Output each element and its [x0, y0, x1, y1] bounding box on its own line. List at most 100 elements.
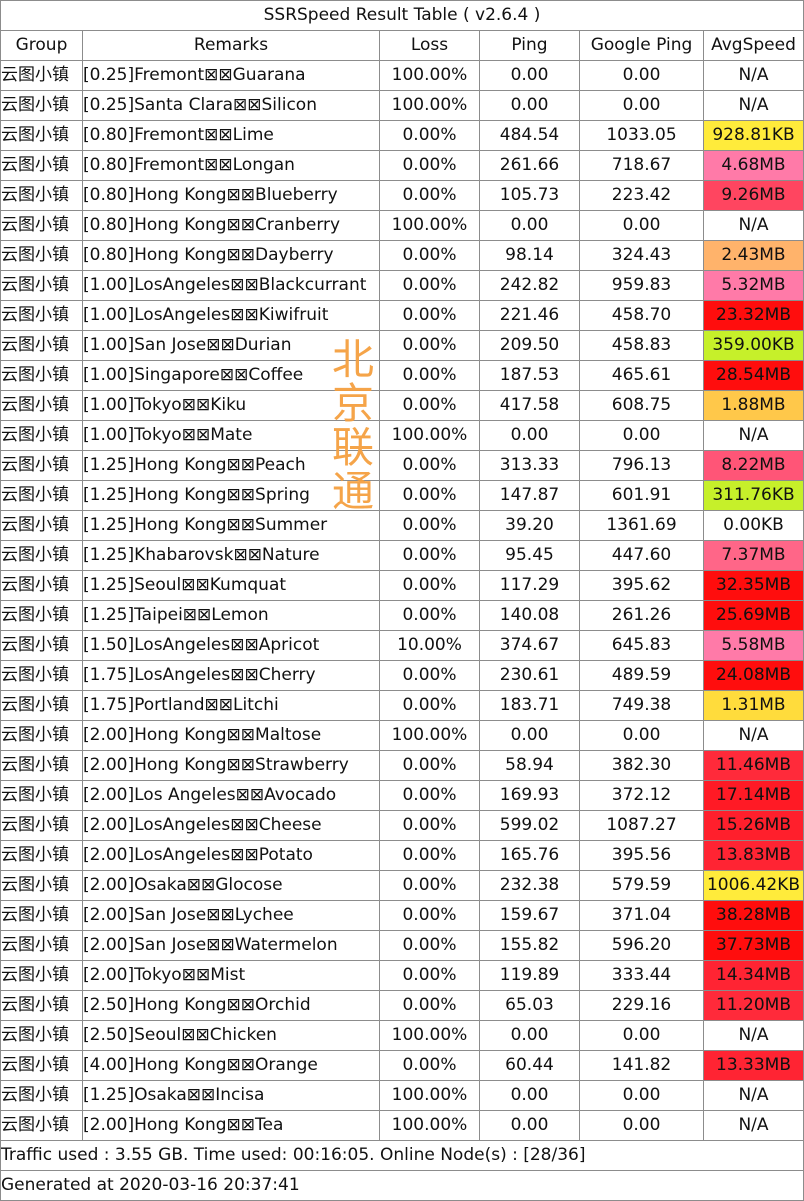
cell-avg-speed: 17.14MB	[703, 780, 804, 811]
cell-ping: 0.00	[479, 1020, 580, 1051]
cell-avg-speed: N/A	[703, 720, 804, 751]
cell-avg-speed: N/A	[703, 1110, 804, 1141]
cell-group: 云图小镇	[0, 420, 83, 451]
cell-google-ping: 261.26	[579, 600, 704, 631]
cell-avg-speed: 14.34MB	[703, 960, 804, 991]
generated-timestamp: Generated at 2020-03-16 20:37:41	[0, 1170, 804, 1201]
cell-loss: 100.00%	[379, 420, 480, 451]
cell-remarks: [1.25]Osaka⊠⊠Incisa	[82, 1080, 380, 1111]
table-row: 云图小镇 [2.00]Tokyo⊠⊠Mist 0.00% 119.89 333.44 14…	[0, 960, 804, 991]
cell-group: 云图小镇	[0, 210, 83, 241]
table-row: 云图小镇 [2.50]Hong Kong⊠⊠Orchid 0.00% 65.03 229…	[0, 990, 804, 1021]
table-row: 云图小镇 [1.00]San Jose⊠⊠Durian 0.00% 209.50 458…	[0, 330, 804, 361]
table-row: 云图小镇 [1.75]LosAngeles⊠⊠Cherry 0.00% 230.61 4…	[0, 660, 804, 691]
cell-avg-speed: N/A	[703, 420, 804, 451]
cell-google-ping: 0.00	[579, 210, 704, 241]
cell-group: 云图小镇	[0, 180, 83, 211]
cell-loss: 0.00%	[379, 1050, 480, 1081]
cell-loss: 100.00%	[379, 90, 480, 121]
cell-group: 云图小镇	[0, 120, 83, 151]
cell-ping: 0.00	[479, 1080, 580, 1111]
table-row: 云图小镇 [2.00]Hong Kong⊠⊠Tea 100.00% 0.00 0.00 N…	[0, 1110, 804, 1141]
cell-remarks: [1.50]LosAngeles⊠⊠Apricot	[82, 630, 380, 661]
cell-loss: 0.00%	[379, 390, 480, 421]
cell-avg-speed: 24.08MB	[703, 660, 804, 691]
cell-group: 云图小镇	[0, 450, 83, 481]
table-row: 云图小镇 [0.25]Fremont⊠⊠Guarana 100.00% 0.00 0.0…	[0, 60, 804, 91]
cell-remarks: [4.00]Hong Kong⊠⊠Orange	[82, 1050, 380, 1081]
cell-group: 云图小镇	[0, 570, 83, 601]
footer-generated-row: Generated at 2020-03-16 20:37:41	[0, 1170, 804, 1201]
cell-loss: 0.00%	[379, 870, 480, 901]
cell-group: 云图小镇	[0, 390, 83, 421]
cell-loss: 10.00%	[379, 630, 480, 661]
cell-avg-speed: 13.83MB	[703, 840, 804, 871]
cell-remarks: [2.00]LosAngeles⊠⊠Potato	[82, 840, 380, 871]
header-remarks: Remarks	[82, 30, 380, 61]
cell-group: 云图小镇	[0, 1050, 83, 1081]
cell-google-ping: 1361.69	[579, 510, 704, 541]
cell-google-ping: 395.62	[579, 570, 704, 601]
cell-loss: 100.00%	[379, 1080, 480, 1111]
cell-avg-speed: 13.33MB	[703, 1050, 804, 1081]
cell-remarks: [2.00]San Jose⊠⊠Lychee	[82, 900, 380, 931]
cell-loss: 100.00%	[379, 1110, 480, 1141]
cell-loss: 100.00%	[379, 720, 480, 751]
cell-loss: 0.00%	[379, 300, 480, 331]
table-row: 云图小镇 [1.25]Seoul⊠⊠Kumquat 0.00% 117.29 395.6…	[0, 570, 804, 601]
cell-loss: 100.00%	[379, 60, 480, 91]
cell-remarks: [1.25]Hong Kong⊠⊠Spring	[82, 480, 380, 511]
table-row: 云图小镇 [1.25]Taipei⊠⊠Lemon 0.00% 140.08 261.26…	[0, 600, 804, 631]
table-row: 云图小镇 [0.80]Fremont⊠⊠Lime 0.00% 484.54 1033.0…	[0, 120, 804, 151]
cell-google-ping: 1033.05	[579, 120, 704, 151]
cell-remarks: [1.75]Portland⊠⊠Litchi	[82, 690, 380, 721]
header-google-ping: Google Ping	[579, 30, 704, 61]
cell-google-ping: 608.75	[579, 390, 704, 421]
cell-ping: 0.00	[479, 90, 580, 121]
cell-ping: 95.45	[479, 540, 580, 571]
cell-google-ping: 371.04	[579, 900, 704, 931]
table-row: 云图小镇 [0.80]Hong Kong⊠⊠Blueberry 0.00% 105.7…	[0, 180, 804, 211]
cell-remarks: [2.00]San Jose⊠⊠Watermelon	[82, 930, 380, 961]
cell-google-ping: 223.42	[579, 180, 704, 211]
cell-avg-speed: 5.32MB	[703, 270, 804, 301]
cell-avg-speed: N/A	[703, 1080, 804, 1111]
cell-ping: 599.02	[479, 810, 580, 841]
cell-avg-speed: N/A	[703, 210, 804, 241]
cell-group: 云图小镇	[0, 90, 83, 121]
cell-google-ping: 1087.27	[579, 810, 704, 841]
cell-remarks: [1.00]Tokyo⊠⊠Mate	[82, 420, 380, 451]
cell-avg-speed: 23.32MB	[703, 300, 804, 331]
cell-loss: 0.00%	[379, 570, 480, 601]
cell-loss: 0.00%	[379, 270, 480, 301]
table-row: 云图小镇 [1.00]LosAngeles⊠⊠Kiwifruit 0.00% 221.…	[0, 300, 804, 331]
table-row: 云图小镇 [1.25]Khabarovsk⊠⊠Nature 0.00% 95.45 44…	[0, 540, 804, 571]
cell-avg-speed: 37.73MB	[703, 930, 804, 961]
header-loss: Loss	[379, 30, 480, 61]
cell-ping: 183.71	[479, 690, 580, 721]
cell-loss: 0.00%	[379, 240, 480, 271]
cell-loss: 0.00%	[379, 750, 480, 781]
cell-group: 云图小镇	[0, 690, 83, 721]
cell-remarks: [1.00]LosAngeles⊠⊠Kiwifruit	[82, 300, 380, 331]
cell-group: 云图小镇	[0, 780, 83, 811]
cell-avg-speed: 28.54MB	[703, 360, 804, 391]
cell-ping: 60.44	[479, 1050, 580, 1081]
table-row: 云图小镇 [1.25]Hong Kong⊠⊠Summer 0.00% 39.20 136…	[0, 510, 804, 541]
cell-group: 云图小镇	[0, 60, 83, 91]
table-row: 云图小镇 [2.00]Osaka⊠⊠Glocose 0.00% 232.38 579.5…	[0, 870, 804, 901]
cell-avg-speed: 359.00KB	[703, 330, 804, 361]
cell-google-ping: 0.00	[579, 1020, 704, 1051]
cell-avg-speed: 1.88MB	[703, 390, 804, 421]
cell-avg-speed: 4.68MB	[703, 150, 804, 181]
cell-loss: 100.00%	[379, 1020, 480, 1051]
cell-group: 云图小镇	[0, 150, 83, 181]
cell-group: 云图小镇	[0, 720, 83, 751]
cell-ping: 484.54	[479, 120, 580, 151]
table-row: 云图小镇 [1.25]Hong Kong⊠⊠Peach 0.00% 313.33 796…	[0, 450, 804, 481]
cell-group: 云图小镇	[0, 750, 83, 781]
cell-remarks: [0.25]Fremont⊠⊠Guarana	[82, 60, 380, 91]
cell-avg-speed: 11.20MB	[703, 990, 804, 1021]
cell-remarks: [2.00]Osaka⊠⊠Glocose	[82, 870, 380, 901]
